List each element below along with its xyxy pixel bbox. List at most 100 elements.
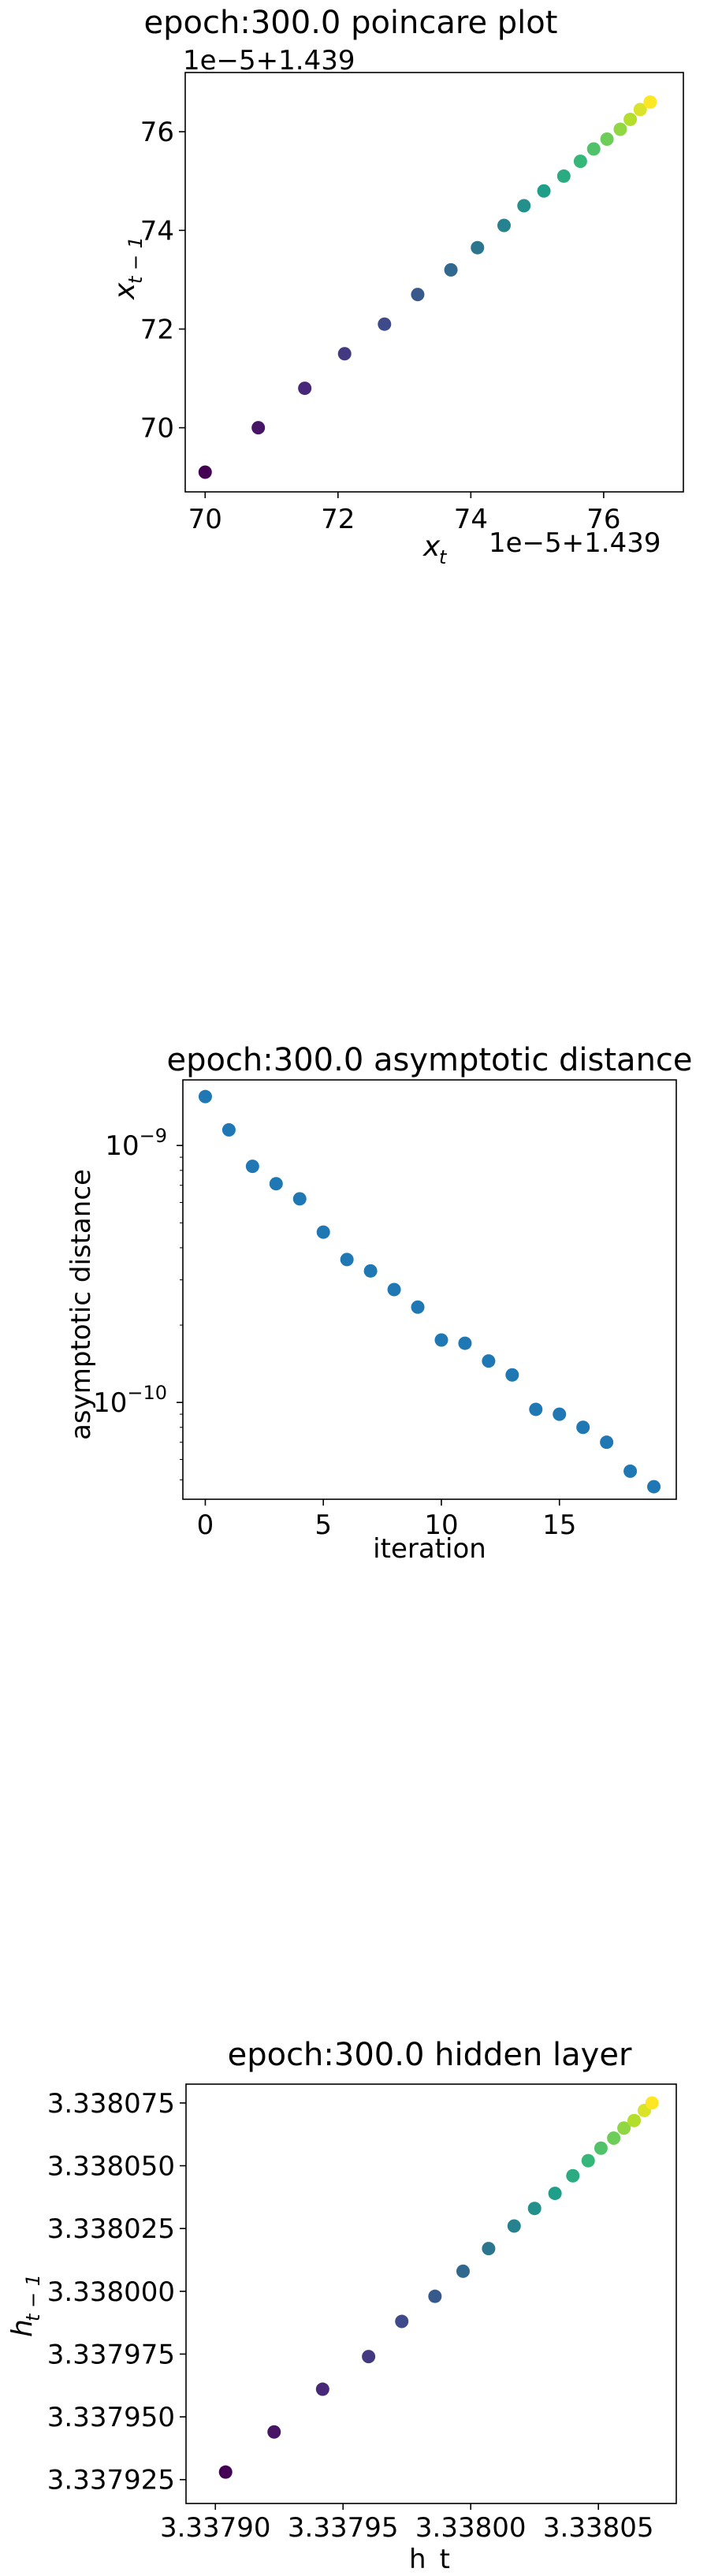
- data-point: [378, 317, 392, 331]
- data-point: [395, 2314, 409, 2328]
- data-point: [566, 2168, 580, 2183]
- y-tick-label: 74: [140, 215, 174, 247]
- x-axis-label: h_t: [409, 2544, 450, 2570]
- data-point: [607, 2131, 621, 2145]
- x-tick-label: 10: [424, 1509, 458, 1541]
- data-point: [269, 1177, 283, 1191]
- data-point: [221, 1122, 236, 1137]
- chart-title: epoch:300.0 asymptotic distance: [166, 1042, 692, 1078]
- y-tick-label: 3.338075: [47, 2088, 175, 2120]
- x-axis-label: iteration: [373, 1533, 486, 1565]
- data-point: [387, 1282, 401, 1297]
- y-tick-label: 10−9: [105, 1125, 167, 1162]
- plot-frame: [182, 1079, 677, 1500]
- data-point: [505, 1368, 519, 1382]
- y-tick-label: 10−10: [93, 1382, 167, 1419]
- y-tick-label: 76: [140, 117, 174, 148]
- data-point: [497, 218, 511, 233]
- data-point: [298, 382, 312, 396]
- x-tick-label: 0: [197, 1509, 214, 1541]
- asymptotic-distance-chart: epoch:300.0 asymptotic distance iteratio…: [65, 1042, 693, 1565]
- data-point: [573, 154, 587, 169]
- data-point: [316, 1225, 330, 1239]
- y-tick-label: 3.337950: [47, 2402, 175, 2433]
- data-point: [428, 2289, 442, 2303]
- data-point: [527, 2202, 542, 2216]
- x-tick-label: 72: [321, 504, 355, 535]
- y-tick-label: 3.337925: [47, 2465, 175, 2496]
- data-point: [594, 2141, 608, 2155]
- x-tick-label: 15: [542, 1509, 576, 1541]
- plot-frame: [185, 2083, 677, 2504]
- data-point: [444, 262, 458, 277]
- data-point: [537, 184, 551, 198]
- x-tick-label: 74: [454, 504, 488, 535]
- y-axis-label: x t − 1: [109, 236, 147, 300]
- data-point: [315, 2382, 329, 2396]
- x-tick-label: 3.33790: [160, 2512, 271, 2544]
- data-point: [623, 1464, 638, 1478]
- x-tick-label: 5: [314, 1509, 332, 1541]
- y-tick-label: 3.337975: [47, 2339, 175, 2370]
- data-point: [556, 169, 571, 183]
- x-tick-label: 3.33805: [543, 2512, 654, 2544]
- data-point: [643, 95, 657, 110]
- plot-frame: [184, 72, 684, 493]
- data-point: [623, 112, 638, 126]
- hidden-layer-chart: epoch:300.0 hidden layer h_t h t − 1 3.3…: [6, 2037, 677, 2570]
- x-tick-label: 3.33795: [288, 2512, 399, 2544]
- data-point: [411, 288, 425, 302]
- data-point: [576, 1420, 590, 1435]
- data-point: [337, 347, 352, 361]
- data-point: [507, 2219, 521, 2233]
- data-point: [645, 2096, 659, 2110]
- y-tick-label: 3.338025: [47, 2213, 175, 2245]
- x-tick-label: 76: [586, 504, 620, 535]
- data-point: [548, 2187, 562, 2201]
- data-point: [363, 1264, 378, 1278]
- data-point: [581, 2153, 595, 2168]
- data-point: [633, 102, 647, 117]
- svg-text:h: h: [6, 2319, 39, 2337]
- data-point: [251, 421, 266, 435]
- data-point: [471, 240, 485, 255]
- data-point: [198, 1089, 212, 1104]
- svg-text:x: x: [109, 282, 141, 300]
- data-point: [218, 2465, 233, 2479]
- data-point: [482, 2242, 496, 2256]
- data-point: [411, 1300, 425, 1314]
- svg-text:t − 1: t − 1: [22, 2274, 44, 2321]
- data-point: [267, 2425, 281, 2439]
- x-tick-label: 3.33800: [415, 2512, 527, 2544]
- x-tick-label: 70: [188, 504, 222, 535]
- chart-title: epoch:300.0 hidden layer: [228, 2037, 632, 2073]
- y-axis-label: asymptotic distance: [65, 1169, 97, 1440]
- chart-title: epoch:300.0 poincare plot: [144, 5, 558, 41]
- y-tick-label: 3.338050: [47, 2151, 175, 2183]
- data-point: [517, 199, 531, 213]
- data-point: [340, 1253, 354, 1267]
- y-axis-label: h t − 1: [6, 2274, 44, 2337]
- poincare-plot-chart: epoch:300.0 poincare plot 1e−5+1.439 x t…: [109, 5, 684, 568]
- data-point: [529, 1402, 543, 1416]
- svg-text:x: x: [422, 530, 441, 563]
- y-tick-label: 70: [140, 413, 174, 445]
- svg-text:t − 1: t − 1: [125, 236, 147, 284]
- data-point: [434, 1333, 448, 1347]
- svg-text:t: t: [439, 546, 448, 568]
- data-point: [600, 132, 614, 146]
- data-point: [553, 1407, 567, 1421]
- data-point: [198, 465, 212, 479]
- x-axis-offset-label: 1e−5+1.439: [489, 527, 661, 559]
- data-point: [627, 2113, 642, 2127]
- data-point: [586, 142, 601, 156]
- data-point: [613, 122, 627, 136]
- data-point: [245, 1160, 259, 1174]
- data-point: [482, 1354, 496, 1368]
- data-point: [458, 1336, 472, 1350]
- y-axis-offset-label: 1e−5+1.439: [183, 45, 355, 76]
- data-point: [617, 2121, 631, 2135]
- data-point: [362, 2350, 376, 2364]
- y-tick-label: 3.338000: [47, 2276, 175, 2308]
- data-point: [600, 1435, 614, 1450]
